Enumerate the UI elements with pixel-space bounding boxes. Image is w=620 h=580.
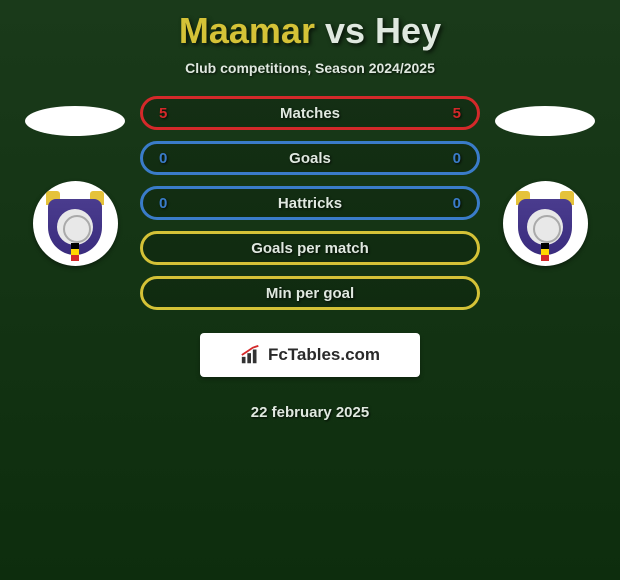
- left-column: [20, 96, 130, 266]
- hattricks-left-value: 0: [159, 195, 167, 212]
- stat-row-gpm: Goals per match: [140, 231, 480, 265]
- player1-avatar-placeholder: [25, 106, 125, 136]
- player2-avatar-placeholder: [495, 106, 595, 136]
- mpg-label: Min per goal: [266, 285, 354, 302]
- matches-right-value: 5: [453, 105, 461, 122]
- page-title: Maamar vs Hey: [179, 10, 441, 52]
- stat-row-goals: 0 Goals 0: [140, 141, 480, 175]
- main-row: 5 Matches 5 0 Goals 0 0 Hattricks 0 Goal…: [0, 96, 620, 421]
- player2-club-badge: [503, 181, 588, 266]
- branding-box[interactable]: FcTables.com: [200, 333, 420, 377]
- versus-text: vs: [325, 10, 365, 51]
- fctables-chart-icon: [240, 345, 262, 365]
- club-crest-icon: [510, 189, 580, 259]
- goals-label: Goals: [289, 150, 331, 167]
- branding-text: FcTables.com: [268, 345, 380, 365]
- date-text: 22 february 2025: [251, 404, 369, 421]
- hattricks-right-value: 0: [453, 195, 461, 212]
- player1-club-badge: [33, 181, 118, 266]
- matches-left-value: 5: [159, 105, 167, 122]
- player1-name: Maamar: [179, 10, 315, 51]
- gpm-label: Goals per match: [251, 240, 369, 257]
- stat-row-hattricks: 0 Hattricks 0: [140, 186, 480, 220]
- stat-row-mpg: Min per goal: [140, 276, 480, 310]
- right-column: [490, 96, 600, 266]
- goals-left-value: 0: [159, 150, 167, 167]
- subtitle: Club competitions, Season 2024/2025: [185, 60, 435, 76]
- stat-row-matches: 5 Matches 5: [140, 96, 480, 130]
- matches-label: Matches: [280, 105, 340, 122]
- hattricks-label: Hattricks: [278, 195, 342, 212]
- player2-name: Hey: [375, 10, 441, 51]
- goals-right-value: 0: [453, 150, 461, 167]
- stats-column: 5 Matches 5 0 Goals 0 0 Hattricks 0 Goal…: [140, 96, 480, 421]
- comparison-card: Maamar vs Hey Club competitions, Season …: [0, 0, 620, 421]
- club-crest-icon: [40, 189, 110, 259]
